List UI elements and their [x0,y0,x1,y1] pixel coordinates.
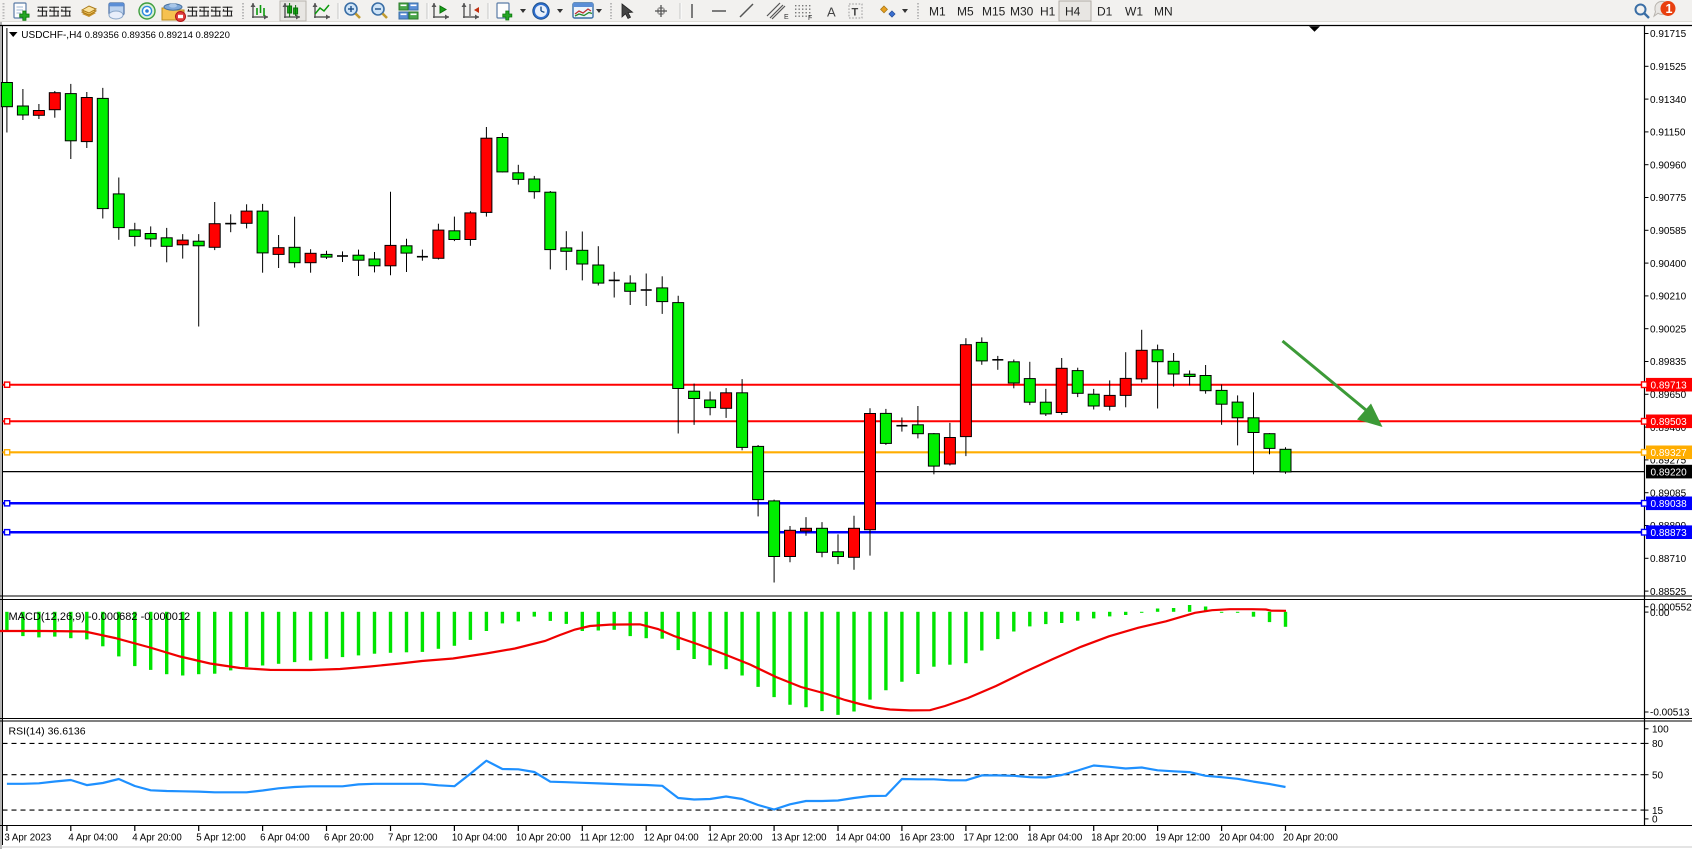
svg-text:0.89327: 0.89327 [1651,448,1688,459]
svg-text:0.89713: 0.89713 [1651,380,1688,391]
svg-text:15: 15 [1652,806,1664,817]
svg-text:0.89275: 0.89275 [1650,456,1687,467]
svg-text:W1: W1 [1125,5,1143,19]
svg-text:100: 100 [1652,725,1669,736]
svg-text:F: F [808,15,812,22]
svg-text:0.89650: 0.89650 [1650,390,1687,401]
svg-text:M15: M15 [982,5,1006,19]
svg-text:0.90775: 0.90775 [1650,193,1687,204]
svg-text:M30: M30 [1010,5,1034,19]
svg-text:0.91340: 0.91340 [1650,95,1687,106]
svg-text:0.89503: 0.89503 [1651,417,1688,428]
svg-text:10 Apr 20:00: 10 Apr 20:00 [516,833,572,844]
svg-text:16 Apr 23:00: 16 Apr 23:00 [899,833,955,844]
svg-text:12 Apr 04:00: 12 Apr 04:00 [644,833,700,844]
svg-text:7 Apr 12:00: 7 Apr 12:00 [388,833,438,844]
svg-text:0.88710: 0.88710 [1650,554,1687,565]
svg-text:0.90210: 0.90210 [1650,292,1687,303]
svg-text:3 Apr 2023: 3 Apr 2023 [4,833,51,844]
svg-text:11 Apr 12:00: 11 Apr 12:00 [580,833,635,844]
svg-text:0.90585: 0.90585 [1650,226,1687,237]
svg-text:M5: M5 [957,5,974,19]
svg-text:14 Apr 04:00: 14 Apr 04:00 [835,833,891,844]
svg-text:0.88873: 0.88873 [1651,528,1688,539]
svg-text:0.90400: 0.90400 [1650,259,1687,270]
svg-text:17 Apr 12:00: 17 Apr 12:00 [963,833,1019,844]
svg-text:D1: D1 [1097,5,1113,19]
svg-text:-0.00513: -0.00513 [1650,708,1690,719]
svg-text:4 Apr 04:00: 4 Apr 04:00 [68,833,118,844]
svg-text:18 Apr 04:00: 18 Apr 04:00 [1027,833,1083,844]
svg-text:MN: MN [1154,5,1173,19]
svg-text:T: T [852,7,859,19]
svg-text:0.89835: 0.89835 [1650,357,1687,368]
svg-text:80: 80 [1652,739,1664,750]
svg-text:20 Apr 04:00: 20 Apr 04:00 [1219,833,1275,844]
svg-text:0.89460: 0.89460 [1650,423,1687,434]
svg-text:A: A [827,5,836,20]
svg-text:5 Apr 12:00: 5 Apr 12:00 [196,833,246,844]
svg-text:10 Apr 04:00: 10 Apr 04:00 [452,833,508,844]
svg-text:6 Apr 20:00: 6 Apr 20:00 [324,833,374,844]
svg-text:0.89085: 0.89085 [1650,488,1687,499]
svg-text:20 Apr 20:00: 20 Apr 20:00 [1283,833,1339,844]
svg-text:18 Apr 20:00: 18 Apr 20:00 [1091,833,1147,844]
svg-text:0.89356 0.89356 0.89214 0.8922: 0.89356 0.89356 0.89214 0.89220 [85,30,230,41]
svg-text:12 Apr 20:00: 12 Apr 20:00 [708,833,764,844]
svg-text:H1: H1 [1040,5,1056,19]
svg-text:MACD(12,26,9) -0.000682 -0.000: MACD(12,26,9) -0.000682 -0.000012 [9,611,191,623]
svg-text:0.91525: 0.91525 [1650,62,1687,73]
svg-text:USDCHF-,H4: USDCHF-,H4 [21,30,82,41]
svg-text:0.89038: 0.89038 [1651,499,1688,510]
svg-text:19 Apr 12:00: 19 Apr 12:00 [1155,833,1211,844]
svg-text:RSI(14) 36.6136: RSI(14) 36.6136 [9,726,86,738]
svg-text:0.000552: 0.000552 [1650,603,1692,614]
svg-text:0.91715: 0.91715 [1650,29,1687,40]
svg-text:0: 0 [1652,815,1658,826]
svg-text:M1: M1 [929,5,946,19]
svg-text:0.90960: 0.90960 [1650,160,1687,171]
svg-text:4 Apr 20:00: 4 Apr 20:00 [132,833,182,844]
svg-text:1: 1 [1666,2,1673,16]
svg-text:0.89220: 0.89220 [1651,467,1688,478]
svg-text:E: E [784,14,789,21]
svg-text:13 Apr 12:00: 13 Apr 12:00 [772,833,828,844]
svg-text:0.00: 0.00 [1650,608,1670,619]
svg-text:0.91150: 0.91150 [1650,128,1686,139]
svg-text:H4: H4 [1065,5,1081,19]
svg-text:0.88525: 0.88525 [1650,587,1687,598]
svg-text:6 Apr 04:00: 6 Apr 04:00 [260,833,310,844]
svg-text:50: 50 [1652,771,1664,782]
svg-text:0.90025: 0.90025 [1650,324,1687,335]
